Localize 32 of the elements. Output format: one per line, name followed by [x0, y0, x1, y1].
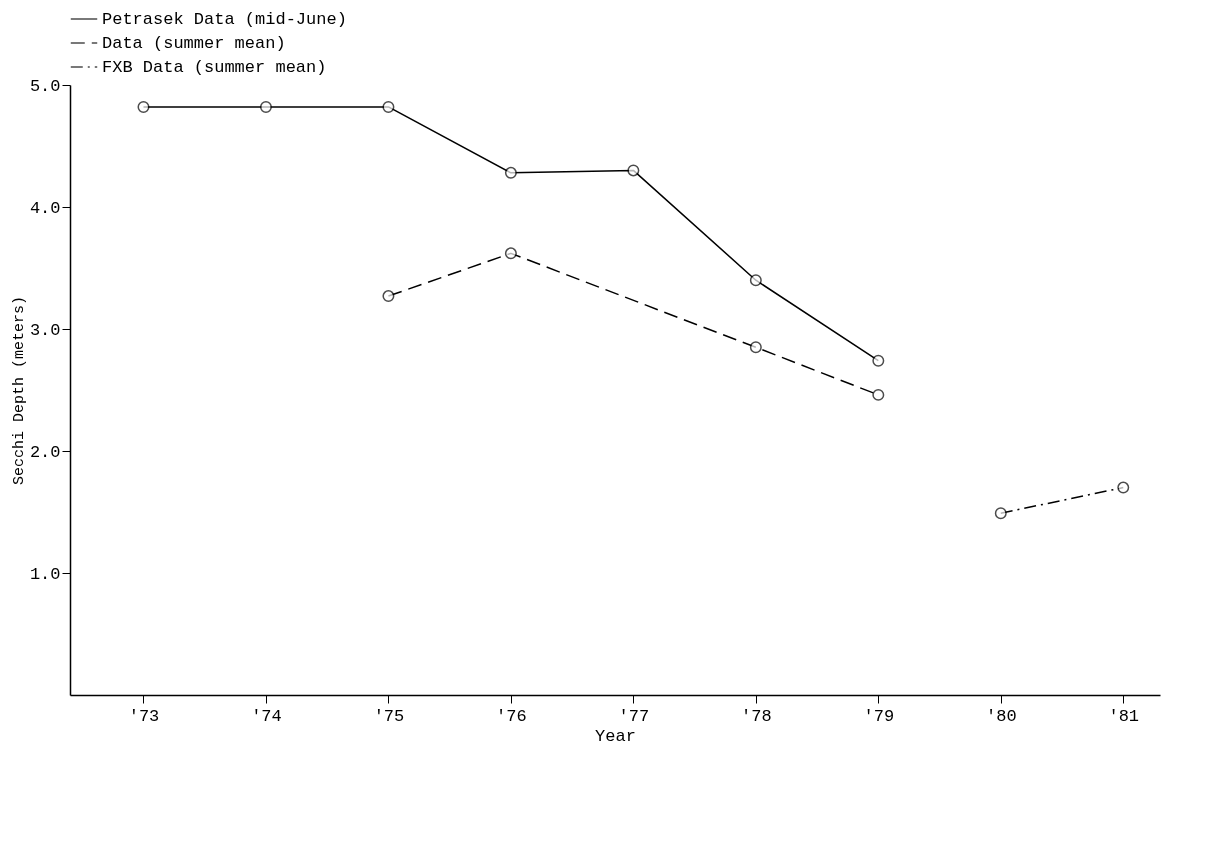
point [504, 166, 517, 179]
x-tick-label: '76 [496, 706, 527, 726]
point [382, 290, 395, 303]
y-tick-label: 3.0 [29, 320, 61, 340]
x-tick-label: '79 [863, 706, 895, 726]
y-axis-title: Secchi Depth (meters) [10, 295, 28, 486]
x-tick-label: '77 [618, 706, 650, 726]
point [872, 354, 885, 367]
point [749, 274, 762, 287]
point [382, 100, 395, 113]
point [137, 100, 150, 113]
point [994, 507, 1007, 520]
y-tick-label: 4.0 [29, 198, 61, 218]
y-tick-label: 2.0 [29, 442, 61, 462]
point [259, 100, 272, 113]
x-tick-label: '75 [373, 706, 405, 726]
point [749, 341, 762, 354]
y-tick-label: 1.0 [29, 564, 61, 584]
point [627, 164, 640, 177]
x-tick-label: '78 [741, 706, 772, 726]
x-tick-label: '81 [1108, 706, 1140, 726]
point [1117, 481, 1130, 494]
y-tick-label: 5.0 [29, 76, 61, 96]
legend-label: FXB Data (summer mean) [102, 58, 327, 77]
legend-label: Data (summer mean) [102, 34, 286, 53]
x-axis-title: Year [595, 726, 636, 746]
point [872, 388, 885, 401]
x-tick-label: '80 [985, 706, 1017, 726]
point [504, 247, 517, 260]
x-tick-label: '74 [251, 706, 282, 726]
legend-label: Petrasek Data (mid-June) [102, 10, 347, 29]
x-tick-label: '73 [128, 706, 160, 726]
